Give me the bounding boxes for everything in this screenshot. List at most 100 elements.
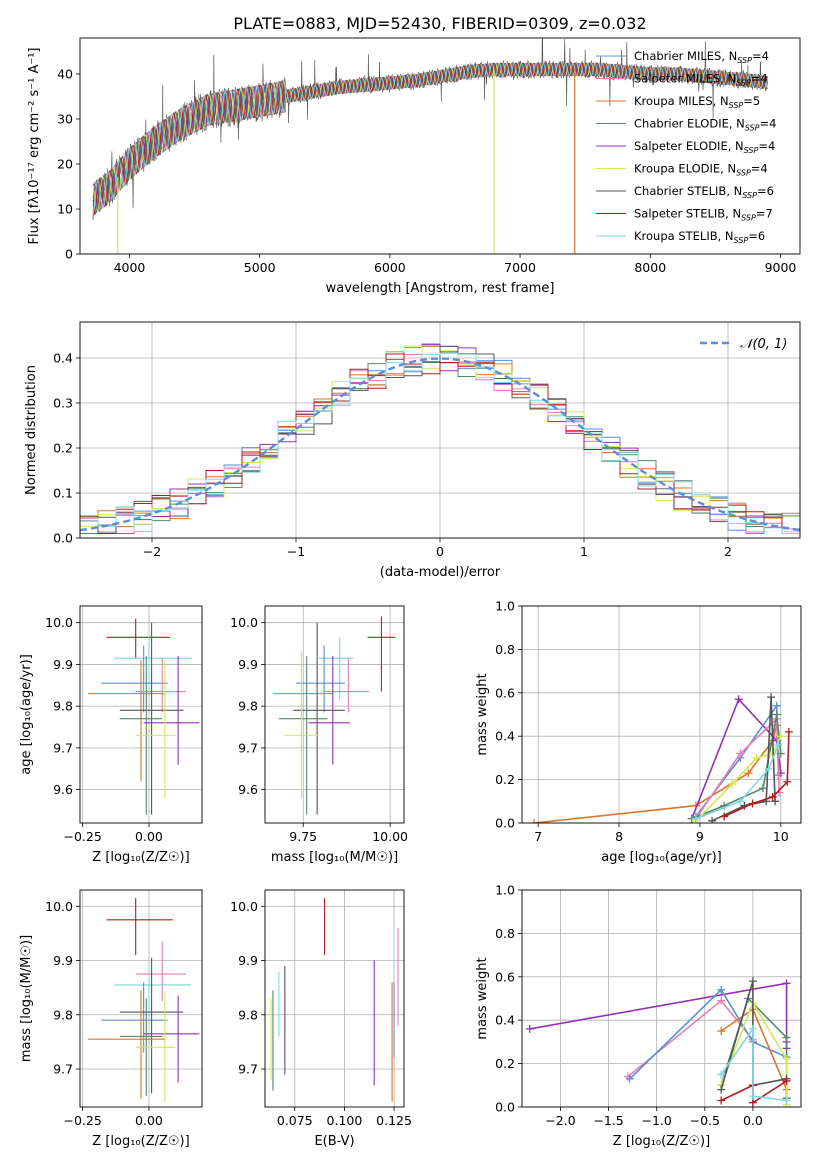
axes-frame	[79, 37, 801, 255]
series-marker	[748, 1024, 757, 1033]
gaussian-curve	[80, 357, 800, 532]
series-marker	[748, 977, 757, 986]
model-line-8	[92, 62, 768, 215]
x-axis-label: Z [log₁₀(Z/Z☉)]	[613, 1134, 710, 1149]
x-tick-label: 10	[773, 829, 789, 844]
histogram-red	[80, 353, 800, 534]
x-tick-label: 1	[580, 544, 588, 559]
axes-frame	[521, 889, 802, 1108]
y-tick-label: 0.2	[495, 772, 515, 787]
y-tick-label: 10.0	[45, 615, 73, 630]
x-tick-label: 2	[724, 544, 732, 559]
plot-area	[80, 343, 800, 534]
x-tick-label: 10.00	[372, 829, 408, 844]
x-tick-label: 0.100	[327, 1113, 363, 1128]
y-tick-label: 9.9	[238, 953, 258, 968]
x-tick-label: 6000	[374, 260, 406, 275]
figure-title: PLATE=0883, MJD=52430, FIBERID=0309, z=0…	[233, 14, 646, 33]
x-axis-label: Z [log₁₀(Z/Z☉)]	[92, 1134, 189, 1149]
y-tick-label: 9.7	[53, 740, 73, 755]
axes-frame	[79, 889, 203, 1108]
errorbar-point-lime	[135, 993, 176, 1102]
series-marker	[736, 797, 745, 806]
panel-massweight_vs_Z: −2.0 −1.5 −1.0 −0.5 0.0 0.0 0.2 0.4 0.6 0.8 1.0 Z […	[475, 883, 802, 1149]
y-tick-label: 0	[65, 247, 73, 262]
errorbar-point-purple	[308, 656, 351, 765]
y-tick-label: 9.8	[238, 1007, 258, 1022]
series-marker	[734, 695, 743, 704]
x-tick-label: 0.0	[743, 1113, 763, 1128]
x-tick-label: 0.125	[376, 1113, 412, 1128]
errorbar-point-cyan	[318, 637, 354, 700]
legend-entry: Salpeter STELIB, NSSP=7	[634, 207, 773, 223]
panel-massweight_vs_age: 7 8 9 10 0.0 0.2 0.4 0.6 0.8 1.0 age [log₁₀(age/yr…	[475, 599, 802, 865]
errorbar-point-purple	[143, 995, 200, 1083]
plot-area	[530, 693, 793, 823]
axes-frame	[264, 605, 405, 824]
x-tick-label: 4000	[114, 260, 146, 275]
y-tick-label: 0.0	[495, 816, 515, 831]
series-marker	[776, 732, 785, 741]
axes-frame	[79, 605, 203, 824]
series-marker	[708, 816, 717, 823]
y-axis-label: Flux [fλ10⁻¹⁷ erg cm⁻² s⁻¹ A⁻¹]	[27, 48, 42, 245]
errorbar-point-blue	[101, 982, 168, 1053]
plot-area	[87, 618, 200, 815]
errorbar-point-orange	[87, 660, 165, 782]
plot-area	[270, 898, 399, 1102]
axes-frame	[264, 889, 405, 1108]
plot-area	[87, 898, 200, 1102]
y-tick-label: 30	[57, 112, 73, 127]
series-marker	[782, 979, 791, 988]
y-axis-label: Normed distribution	[24, 365, 39, 495]
y-tick-label: 10.0	[230, 615, 258, 630]
series-marker	[748, 799, 757, 808]
x-tick-label: 9	[696, 829, 704, 844]
x-tick-label: 7	[534, 829, 542, 844]
errorbar-point-blue	[296, 645, 345, 713]
x-axis-label: wavelength [Angstrom, rest frame]	[326, 281, 555, 296]
y-tick-label: 9.8	[53, 1007, 73, 1022]
x-tick-label: 7000	[504, 260, 536, 275]
series-line-pink	[695, 716, 780, 820]
series-marker	[717, 1070, 726, 1079]
errorbar-point-pink	[324, 658, 370, 713]
series-line-cyan	[695, 744, 780, 820]
x-axis-label: Z [log₁₀(Z/Z☉)]	[92, 850, 189, 865]
model-line-4	[92, 62, 768, 212]
series-marker	[784, 727, 793, 736]
y-tick-label: 0.2	[53, 441, 73, 456]
legend-entry: Kroupa STELIB, NSSP=6	[634, 229, 765, 245]
series-marker	[525, 1024, 534, 1033]
legend-entry: Chabrier STELIB, NSSP=6	[634, 184, 774, 200]
panel-mass_vs_Z: −0.25 0.00 9.7 9.8 9.9 10.0 Z [log₁₀(Z/Z☉)] mas…	[19, 889, 203, 1149]
legend: Chabrier MILES, NSSP=4 Salpeter MILES, NS…	[596, 49, 776, 245]
series-marker	[717, 1085, 726, 1094]
series-marker	[764, 764, 773, 773]
y-tick-label: 10.0	[230, 899, 258, 914]
series-marker	[691, 814, 700, 823]
y-tick-label: 0.6	[495, 969, 515, 984]
y-tick-label: 9.6	[238, 782, 258, 797]
axes-frame	[521, 605, 802, 824]
x-tick-label: −1	[287, 544, 305, 559]
y-tick-label: 9.6	[53, 782, 73, 797]
errorbar-point-gray	[119, 957, 184, 1094]
y-tick-label: 0.6	[495, 685, 515, 700]
series-marker	[744, 769, 753, 778]
y-tick-label: 0.8	[495, 642, 515, 657]
y-tick-label: 10	[57, 202, 73, 217]
legend-entry: Kroupa MILES, NSSP=5	[634, 94, 760, 110]
series-marker	[625, 1074, 634, 1083]
series-marker	[717, 1027, 726, 1036]
y-tick-label: 9.7	[238, 1062, 258, 1077]
x-tick-label: 9000	[765, 260, 797, 275]
series-marker	[772, 701, 781, 710]
panel-age_vs_mass: 9.75 10.00 9.6 9.7 9.8 9.9 10.0 mass [log₁₀(M/M…	[230, 605, 408, 865]
errorbar-point-cyan	[114, 963, 192, 1018]
y-tick-label: 0.0	[495, 1100, 515, 1115]
errorbar-point-pink	[135, 941, 187, 1002]
series-marker	[767, 693, 776, 702]
legend-entry: Salpeter ELODIE, NSSP=4	[634, 139, 775, 155]
y-axis-label: mass [log₁₀(M/M☉)]	[19, 935, 34, 1062]
